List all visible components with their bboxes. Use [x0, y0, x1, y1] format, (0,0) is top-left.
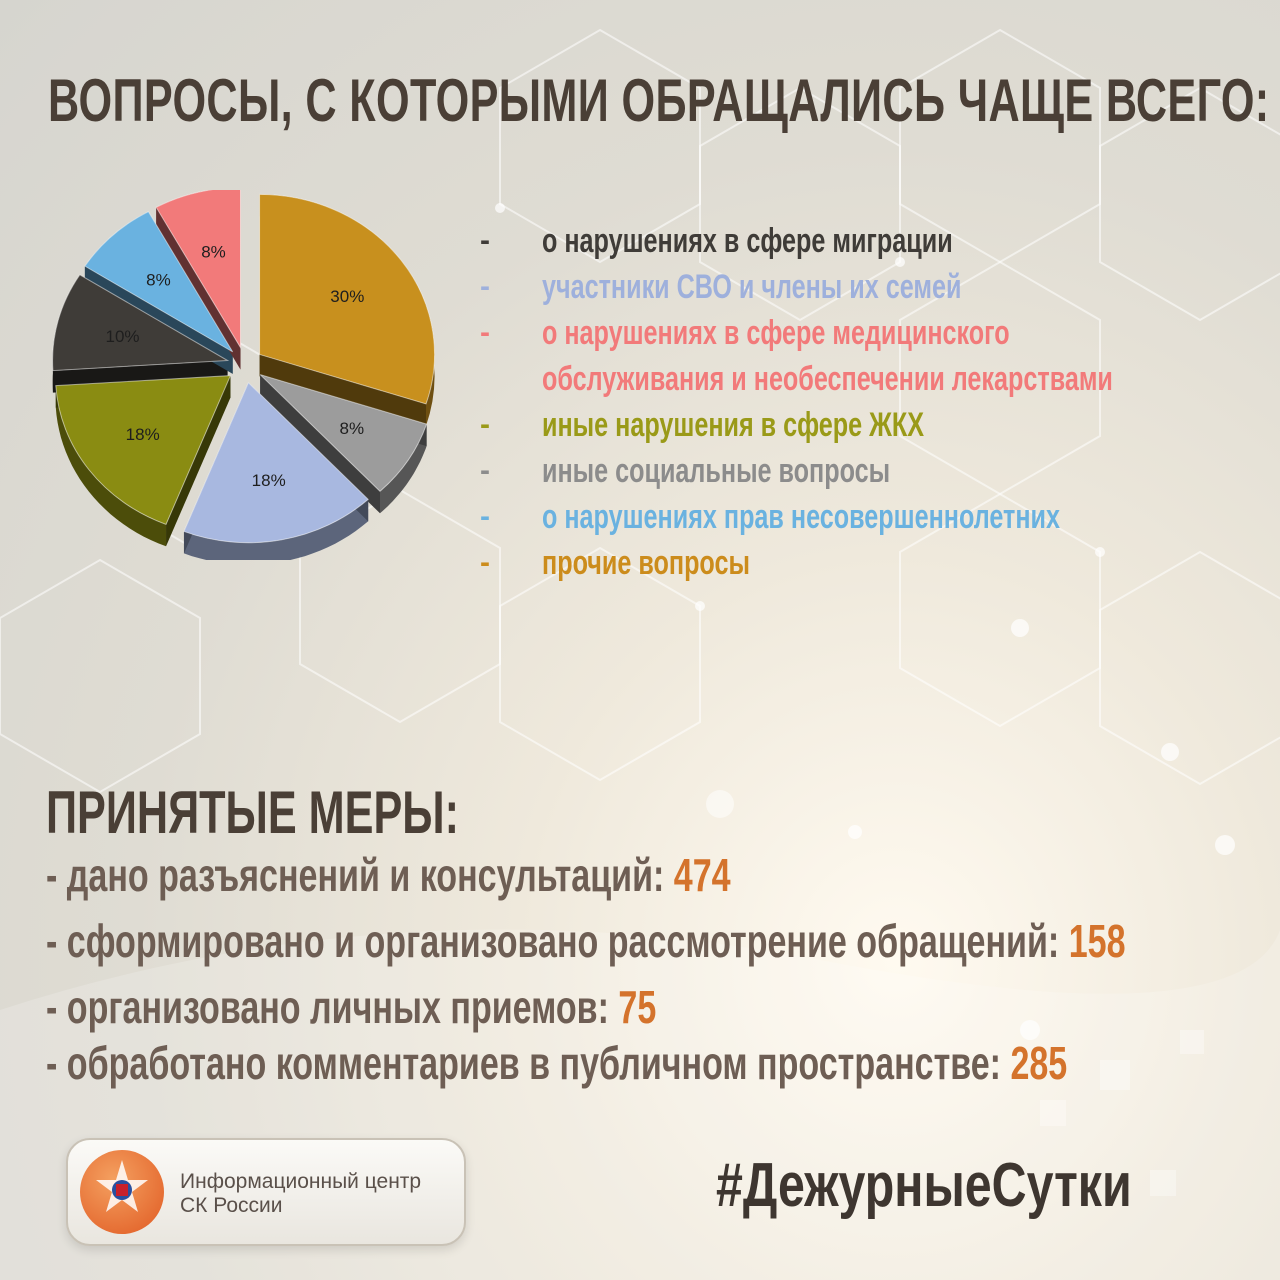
pie-slice — [259, 374, 428, 492]
legend-dash: - — [480, 316, 490, 349]
pie-slice-side — [380, 424, 427, 514]
measure-item: - сформировано и организовано рассмотрен… — [46, 914, 1125, 968]
legend-label: обслуживания и необеспечении лекарствами — [542, 360, 1113, 398]
measure-item: - дано разъяснений и консультаций: 474 — [46, 848, 731, 902]
sk-emblem-icon — [80, 1150, 164, 1234]
pie-slice-label: 8% — [146, 271, 171, 290]
pie-slice — [183, 381, 369, 544]
measure-value: 285 — [1010, 1037, 1068, 1089]
measure-label: - сформировано и организовано рассмотрен… — [46, 915, 1069, 967]
pie-slice-label: 8% — [201, 243, 226, 262]
measure-label: - обработано комментариев в публичном пр… — [46, 1037, 1011, 1089]
legend-label: прочие вопросы — [542, 544, 750, 582]
pie-chart-svg: 30% 8% 18% 18% 10% 8% 8% — [52, 187, 436, 565]
legend-label: о нарушениях в сфере медицинского — [542, 314, 1010, 352]
pie-slice — [52, 274, 230, 372]
legend-dash: - — [480, 224, 490, 257]
pie-slice — [259, 193, 436, 405]
pie-slice-label: 8% — [340, 419, 365, 438]
legend-label: иные социальные вопросы — [542, 452, 891, 490]
legend-label: о нарушениях в сфере миграции — [542, 222, 953, 260]
logo-card: Информационный центр СК России — [66, 1138, 466, 1246]
measures-title: ПРИНЯТЫЕ МЕРЫ: — [46, 779, 459, 846]
legend-label: участники СВО и члены их семей — [542, 268, 962, 306]
pie-slice-side — [55, 385, 166, 547]
page-title: ВОПРОСЫ, С КОТОРЫМИ ОБРАЩАЛИСЬ ЧАЩЕ ВСЕГ… — [48, 67, 1270, 134]
legend-dash: - — [480, 270, 490, 303]
legend-dash: - — [480, 500, 490, 533]
hashtag: #ДежурныеСутки — [716, 1151, 1132, 1220]
legend-dash: - — [480, 454, 490, 487]
measure-value: 158 — [1068, 915, 1126, 967]
logo-text: Информационный центр СК России — [180, 1170, 421, 1218]
pie-slice-wall — [260, 374, 380, 514]
pie-slice-label: 10% — [105, 327, 139, 346]
pie-slice-side — [184, 499, 369, 565]
pie-chart: 30% 8% 18% 18% 10% 8% 8% — [40, 187, 480, 565]
pie-slice — [55, 375, 232, 525]
logo-line-2: СК России — [180, 1194, 283, 1217]
legend-dash: - — [480, 408, 490, 441]
pie-slice — [84, 211, 234, 353]
measure-item: - организовано личных приемов: 75 — [46, 980, 656, 1034]
measure-item: - обработано комментариев в публичном пр… — [46, 1036, 1067, 1090]
legend-label: о нарушениях прав несовершеннолетних — [542, 498, 1060, 536]
logo-line-1: Информационный центр — [180, 1170, 422, 1193]
pie-slice-wall — [166, 375, 231, 547]
legend-label: иные нарушения в сфере ЖКХ — [542, 406, 925, 444]
pie-slice-label: 18% — [252, 471, 286, 490]
legend-dash: - — [480, 546, 490, 579]
measure-label: - дано разъяснений и консультаций: — [46, 849, 674, 901]
pie-slice-label: 18% — [126, 425, 160, 444]
measure-value: 75 — [618, 981, 657, 1033]
measure-value: 474 — [673, 849, 731, 901]
pie-slice-label: 30% — [330, 287, 364, 306]
measure-label: - организовано личных приемов: — [46, 981, 619, 1033]
pie-slice-wall — [259, 354, 426, 426]
